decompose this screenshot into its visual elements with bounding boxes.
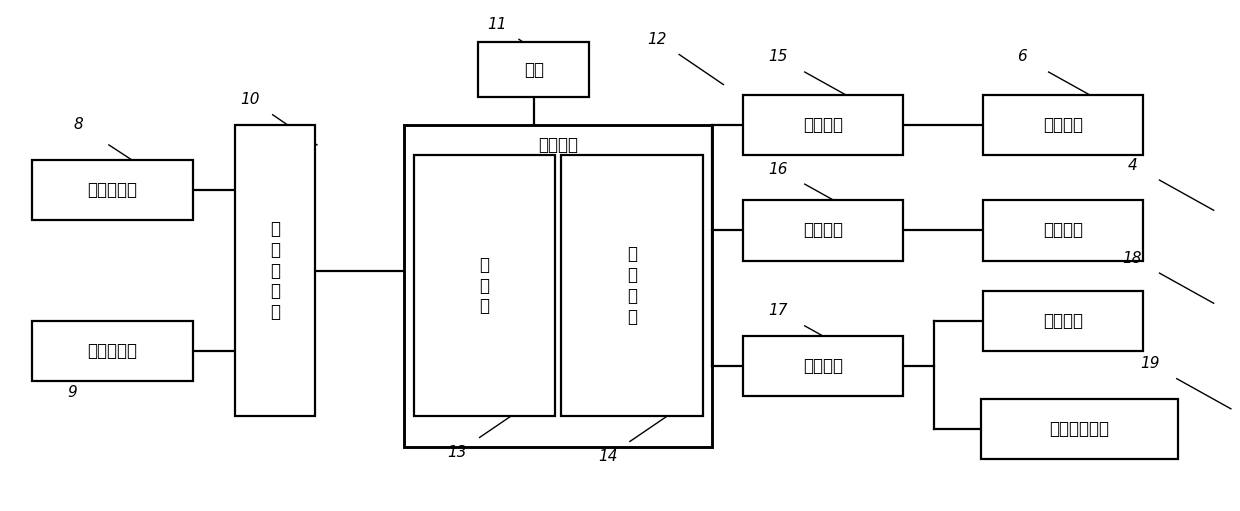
Text: 4: 4 (1127, 157, 1137, 173)
Text: 15: 15 (768, 50, 787, 64)
Bar (32, 321, 192, 381)
Bar (981, 399, 1178, 459)
Text: 升降电路: 升降电路 (804, 116, 843, 134)
Bar (743, 95, 903, 155)
Text: 辅助矫正装置: 辅助矫正装置 (1049, 420, 1110, 438)
Text: 17: 17 (768, 304, 787, 318)
Text: 距离传感器: 距离传感器 (88, 181, 138, 199)
Text: 6: 6 (1017, 50, 1027, 64)
Text: 13: 13 (448, 445, 467, 460)
Bar (743, 336, 903, 396)
Text: 16: 16 (768, 161, 787, 176)
Text: 控
制
器: 控 制 器 (480, 256, 490, 315)
Bar (983, 291, 1143, 351)
Text: 电源: 电源 (523, 60, 544, 79)
Text: 18: 18 (1122, 250, 1142, 266)
Text: 控制单元: 控制单元 (538, 136, 578, 154)
Text: 9: 9 (67, 385, 77, 400)
Text: 14: 14 (598, 449, 618, 464)
Bar (479, 42, 589, 97)
Text: 8: 8 (73, 118, 83, 132)
Bar (743, 200, 903, 261)
Bar (32, 160, 192, 220)
Bar (562, 155, 703, 416)
Bar (404, 125, 712, 447)
Text: 矫正电路: 矫正电路 (804, 357, 843, 375)
Text: 传
感
器
电
路: 传 感 器 电 路 (270, 220, 280, 321)
Text: 控
制
开
关: 控 制 开 关 (627, 245, 637, 326)
Text: 12: 12 (647, 32, 667, 47)
Text: 升降装置: 升降装置 (1043, 116, 1084, 134)
Bar (236, 125, 315, 416)
Text: 高度传感器: 高度传感器 (88, 342, 138, 360)
Bar (983, 200, 1143, 261)
Text: 伸缩装置: 伸缩装置 (1043, 221, 1084, 239)
Text: 10: 10 (241, 92, 260, 107)
Bar (983, 95, 1143, 155)
Text: 11: 11 (487, 17, 507, 32)
Text: 驱动电路: 驱动电路 (804, 221, 843, 239)
Bar (414, 155, 556, 416)
Text: 19: 19 (1140, 356, 1159, 371)
Text: 矫正装置: 矫正装置 (1043, 312, 1084, 330)
